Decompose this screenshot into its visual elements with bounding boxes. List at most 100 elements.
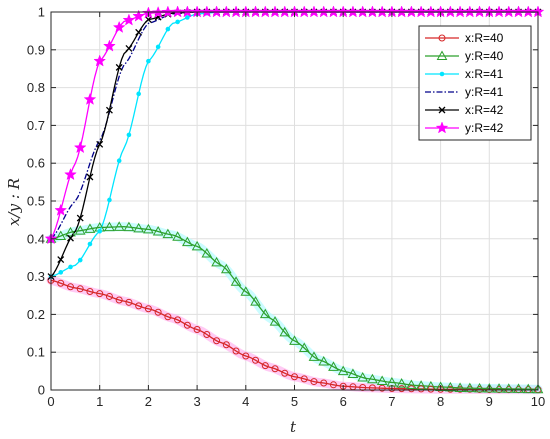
data-point-triangle xyxy=(464,382,476,393)
data-point-dot xyxy=(126,132,132,138)
data-point-triangle xyxy=(182,236,193,247)
x-tick-label: 3 xyxy=(193,394,200,409)
data-point-triangle xyxy=(211,256,222,267)
legend-label: x:R=40 xyxy=(465,31,504,45)
data-point-dot xyxy=(58,270,64,275)
series-markers xyxy=(44,5,545,394)
data-point-circle xyxy=(252,356,260,364)
data-point-triangle xyxy=(259,308,271,319)
x-tick-label: 4 xyxy=(242,394,249,409)
data-point-dot xyxy=(87,241,93,247)
data-point-triangle xyxy=(240,286,252,296)
data-point-star xyxy=(73,140,87,154)
tick-labels: 0 1 2 3 4 5 6 7 8 9 10 0 0.1 0.2 0.3 0.4 0.5 0.6 0.7 0.8 0.9… xyxy=(27,5,545,410)
data-point-circle xyxy=(125,298,133,306)
data-point-triangle xyxy=(162,228,174,239)
y-tick-label: 0.7 xyxy=(27,118,45,133)
data-point-circle xyxy=(144,305,152,313)
legend-label: y:R=41 xyxy=(465,85,504,99)
data-point-triangle xyxy=(337,365,349,376)
data-point-triangle xyxy=(201,247,213,258)
data-point-triangle xyxy=(532,383,544,394)
y-tick-label: 0.1 xyxy=(27,345,45,360)
data-point-circle xyxy=(261,362,269,370)
data-point-dot xyxy=(175,19,180,25)
data-point-circle xyxy=(86,287,94,295)
data-point-dot xyxy=(439,71,445,77)
x-tick-label: 9 xyxy=(486,394,493,409)
data-point-circle xyxy=(378,384,386,392)
data-point-x xyxy=(96,140,104,148)
x-tick-label: 5 xyxy=(291,394,298,409)
data-point-triangle xyxy=(415,380,427,390)
data-point-circle xyxy=(57,279,65,287)
data-point-triangle xyxy=(298,342,310,352)
data-point-x xyxy=(135,28,143,36)
data-point-triangle xyxy=(279,326,291,337)
data-point-circle xyxy=(359,384,367,392)
data-point-x xyxy=(438,106,446,114)
data-point-triangle xyxy=(454,382,466,392)
data-point-circle xyxy=(300,375,308,383)
data-point-circle xyxy=(203,330,211,338)
y-tick-label: 0.4 xyxy=(27,231,45,246)
y-tick-label: 0.6 xyxy=(27,156,45,171)
data-point-triangle xyxy=(444,381,456,392)
data-point-triangle xyxy=(436,50,448,60)
data-point-dot xyxy=(165,26,171,32)
y-tick-label: 0 xyxy=(38,383,45,398)
data-point-circle xyxy=(76,285,84,293)
x-tick-label: 1 xyxy=(96,394,103,409)
data-point-x xyxy=(144,16,152,24)
data-point-dot xyxy=(77,257,83,263)
data-point-triangle xyxy=(376,375,388,386)
data-point-triangle xyxy=(104,221,115,232)
data-point-circle xyxy=(242,352,250,360)
data-point-triangle xyxy=(113,221,125,231)
y-axis-label: x/y : R xyxy=(5,178,23,226)
y-tick-label: 0.8 xyxy=(27,80,45,95)
data-point-circle xyxy=(66,283,74,291)
data-point-dot xyxy=(136,91,141,97)
data-point-triangle xyxy=(123,221,135,232)
y-tick-label: 0.5 xyxy=(27,194,45,209)
data-point-triangle xyxy=(503,383,515,393)
data-point-triangle xyxy=(84,223,96,233)
data-point-triangle xyxy=(55,230,67,240)
data-point-triangle xyxy=(65,226,76,237)
legend-label: x:R=42 xyxy=(465,103,504,117)
data-point-circle xyxy=(291,373,298,381)
plot-frame xyxy=(50,11,539,391)
data-point-triangle xyxy=(513,383,524,393)
data-point-triangle xyxy=(269,316,281,326)
legend-label: x:R=41 xyxy=(465,67,504,81)
data-point-star xyxy=(54,203,68,216)
data-point-triangle xyxy=(289,335,300,345)
data-point-circle xyxy=(232,347,240,355)
data-point-circle xyxy=(320,379,328,387)
data-point-triangle xyxy=(347,368,359,378)
data-point-star xyxy=(83,92,97,105)
x-tick-label: 2 xyxy=(145,394,152,409)
data-point-triangle xyxy=(396,378,407,388)
x-axis-label: t xyxy=(290,418,297,436)
data-point-dot xyxy=(155,44,161,50)
data-point-circle xyxy=(115,296,123,304)
data-point-x xyxy=(125,44,133,52)
data-point-circle xyxy=(368,384,376,392)
data-point-star xyxy=(103,39,116,52)
data-point-triangle xyxy=(308,351,320,361)
legend: x:R=40 y:R=40 x:R=41 y:R=41 x:R=42 y:R=42 xyxy=(418,25,532,141)
data-point-star xyxy=(64,167,77,181)
data-point-circle xyxy=(174,316,182,324)
data-point-circle xyxy=(438,34,446,42)
data-point-star xyxy=(122,13,136,26)
data-point-triangle xyxy=(250,296,261,306)
legend-label: y:R=40 xyxy=(465,49,504,63)
data-point-triangle xyxy=(172,231,183,241)
x-tick-label: 0 xyxy=(47,394,54,409)
data-point-triangle xyxy=(328,361,339,371)
data-point-star xyxy=(435,121,449,134)
data-point-triangle xyxy=(318,355,330,366)
data-point-triangle xyxy=(493,383,505,393)
